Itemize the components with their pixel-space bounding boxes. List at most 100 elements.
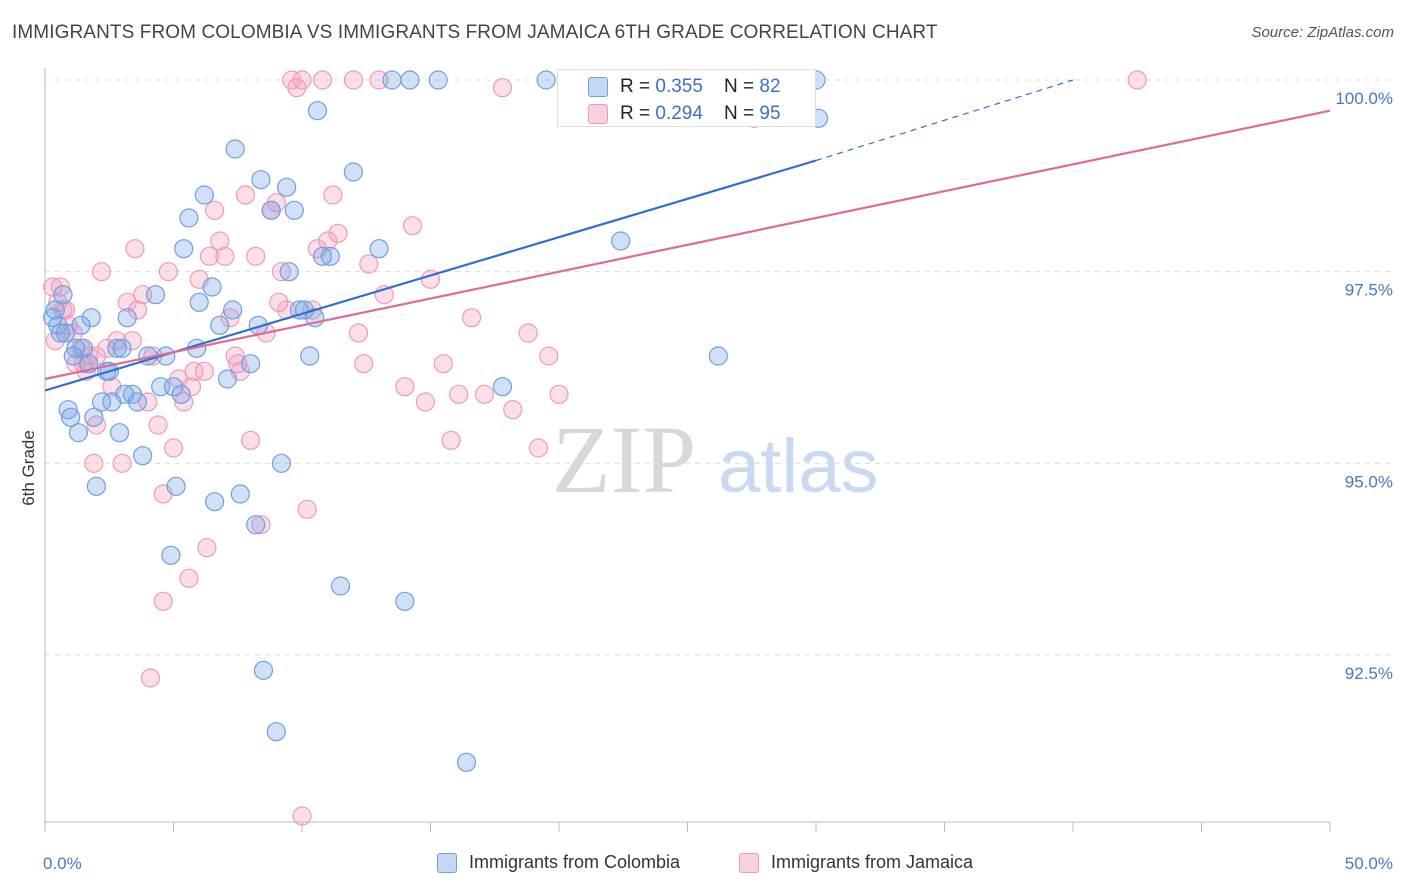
- colombia-point: [58, 400, 78, 420]
- legend-row-colombia: R = 0.355 N = 82: [558, 74, 815, 100]
- colombia-point: [266, 722, 286, 742]
- jamaica-point: [269, 292, 289, 312]
- jamaica-point: [84, 453, 104, 473]
- colombia-point: [536, 70, 556, 90]
- jamaica-point: [197, 538, 217, 558]
- jamaica-point: [122, 331, 142, 351]
- grid-lines: [45, 79, 1390, 656]
- jamaica-point: [220, 308, 240, 328]
- jamaica-point: [474, 384, 495, 404]
- jamaica-point: [194, 361, 214, 381]
- jamaica-point: [354, 354, 374, 374]
- n-label: N =: [724, 103, 760, 124]
- correlation-legend: R = 0.355 N = 82 R = 0.294 N = 95: [557, 69, 816, 127]
- chart-source: Source: ZipAtlas.com: [1251, 24, 1394, 41]
- y-tick-label: 97.5%: [1345, 281, 1393, 300]
- colombia-point: [330, 576, 351, 596]
- colombia-point: [223, 300, 243, 320]
- jamaica-point: [127, 300, 148, 320]
- jamaica-point: [241, 430, 261, 450]
- jamaica-point: [359, 254, 379, 274]
- colombia-point: [205, 492, 225, 512]
- jamaica-point: [179, 568, 199, 588]
- colombia-point: [133, 446, 153, 466]
- jamaica-point: [292, 70, 312, 90]
- jamaica-point: [112, 453, 132, 473]
- colombia-point: [369, 239, 389, 259]
- legend-label-jamaica: Immigrants from Jamaica: [771, 852, 974, 872]
- jamaica-point: [235, 185, 256, 205]
- x-tick-label: 50.0%: [1345, 854, 1393, 873]
- colombia-point: [289, 300, 310, 320]
- jamaica-point: [148, 415, 168, 435]
- colombia-point: [284, 200, 304, 220]
- colombia-point: [66, 338, 86, 358]
- jamaica-points: [43, 70, 1147, 826]
- colombia-point: [395, 591, 415, 611]
- colombia-point: [428, 70, 448, 90]
- legend-item-jamaica: Immigrants from Jamaica: [739, 852, 973, 873]
- jamaica-legend-swatch: [739, 852, 759, 873]
- colombia-point: [61, 407, 81, 427]
- r-value-colombia: 0.355: [655, 76, 703, 97]
- colombia-point: [166, 476, 186, 496]
- colombia-point: [343, 162, 363, 182]
- jamaica-point: [50, 277, 71, 297]
- jamaica-point: [328, 223, 348, 243]
- jamaica-point: [323, 185, 343, 205]
- colombia-point: [71, 315, 91, 335]
- jamaica-point: [251, 515, 271, 535]
- colombia-point: [189, 292, 209, 312]
- colombia-point: [45, 300, 65, 320]
- jamaica-swatch: [588, 104, 608, 124]
- jamaica-point: [528, 438, 549, 458]
- colombia-point: [127, 392, 148, 412]
- colombia-point: [611, 231, 631, 251]
- jamaica-point: [1127, 70, 1147, 90]
- colombia-point: [145, 285, 166, 305]
- colombia-point: [73, 338, 94, 358]
- colombia-point: [251, 170, 271, 190]
- trend-lines: [44, 79, 1331, 392]
- jamaica-point: [312, 70, 333, 90]
- colombia-swatch: [588, 77, 608, 97]
- chart-title: IMMIGRANTS FROM COLOMBIA VS IMMIGRANTS F…: [12, 22, 938, 43]
- jamaica-point: [318, 231, 338, 251]
- y-tick-label: 100.0%: [1335, 89, 1393, 108]
- jamaica-point: [210, 231, 230, 251]
- y-axis-label: 6th Grade: [19, 430, 38, 506]
- colombia-point: [112, 338, 132, 358]
- jamaica-point: [205, 200, 225, 220]
- jamaica-point: [503, 400, 523, 420]
- n-value-jamaica: 95: [759, 103, 781, 124]
- jamaica-point: [138, 392, 158, 412]
- colombia-points: [43, 70, 829, 772]
- colombia-point: [210, 315, 230, 335]
- colombia-point: [276, 177, 297, 197]
- colombia-point: [48, 315, 68, 335]
- colombia-point: [241, 354, 261, 374]
- jamaica-point: [539, 346, 559, 366]
- y-tick-label: 92.5%: [1345, 664, 1393, 683]
- y-tick-label: 95.0%: [1345, 472, 1393, 491]
- colombia-point: [163, 377, 184, 397]
- jamaica-point: [518, 323, 538, 343]
- jamaica-point: [43, 277, 63, 297]
- jamaica-point: [395, 377, 415, 397]
- colombia-point: [174, 239, 194, 259]
- jamaica-point: [492, 78, 513, 98]
- colombia-point: [492, 377, 513, 397]
- jamaica-point: [402, 216, 423, 236]
- colombia-point: [117, 308, 137, 328]
- jamaica-point: [225, 346, 245, 366]
- n-value-colombia: 82: [759, 76, 781, 97]
- jamaica-point: [117, 292, 137, 312]
- jamaica-point: [91, 262, 112, 282]
- colombia-point: [194, 185, 214, 205]
- colombia-point: [261, 200, 281, 220]
- jamaica-point: [184, 361, 204, 381]
- jamaica-point: [441, 430, 461, 450]
- watermark-atlas: atlas: [718, 424, 879, 509]
- legend-row-jamaica: R = 0.294 N = 95: [558, 101, 815, 127]
